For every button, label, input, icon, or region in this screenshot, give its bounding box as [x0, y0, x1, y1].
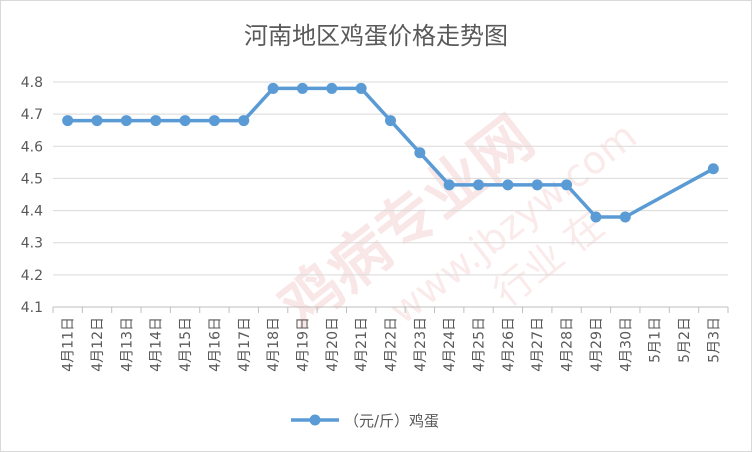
x-tick-label: 4月24日: [442, 317, 458, 372]
data-point: [296, 82, 308, 94]
data-point: [619, 211, 631, 223]
y-tick-label: 4.8: [21, 75, 43, 91]
y-tick-label: 4.1: [21, 300, 43, 316]
x-tick-label: 4月22日: [384, 317, 400, 372]
legend-marker: [309, 414, 321, 426]
x-tick-label: 4月27日: [530, 317, 546, 372]
data-point: [414, 147, 426, 159]
x-tick-label: 4月18日: [266, 317, 282, 372]
x-tick-label: 4月14日: [149, 317, 165, 372]
x-tick-label: 4月21日: [354, 317, 370, 372]
data-point: [561, 179, 573, 191]
y-tick-label: 4.3: [21, 236, 43, 252]
x-axis: 4月11日 4月12日 4月13日 4月14日 4月15日 4月16日 4月17日 4月18日…: [52, 307, 729, 372]
x-tick-label: 4月13日: [119, 317, 135, 372]
x-tick-label: 4月15日: [178, 317, 194, 372]
legend: （元/斤）鸡蛋: [291, 412, 439, 430]
data-point: [62, 115, 74, 127]
data-point: [355, 82, 367, 94]
y-tick-label: 4.7: [21, 107, 43, 123]
x-tick-label: 5月1日: [648, 317, 664, 363]
chart-title: 河南地区鸡蛋价格走势图: [244, 22, 508, 50]
data-point: [238, 115, 250, 127]
x-tick-label: 5月3日: [706, 317, 722, 363]
data-point: [91, 115, 103, 127]
data-point: [179, 115, 191, 127]
y-tick-label: 4.5: [21, 171, 43, 187]
data-point: [707, 163, 719, 175]
x-tick-label: 4月25日: [472, 317, 488, 372]
y-tick-label: 4.2: [21, 268, 43, 284]
x-tick-label: 4月30日: [618, 317, 634, 372]
x-tick-label: 4月11日: [61, 317, 77, 372]
series-egg-price: [62, 82, 719, 223]
x-tick-label: 4月26日: [501, 317, 517, 372]
y-tick-label: 4.4: [21, 204, 43, 220]
x-tick-label: 4月28日: [560, 317, 576, 372]
data-point: [150, 115, 162, 127]
x-tick-label: 4月12日: [90, 317, 106, 372]
y-tick-label: 4.6: [21, 139, 43, 155]
data-point: [208, 115, 220, 127]
data-point: [120, 115, 132, 127]
x-tick-label: 4月17日: [237, 317, 253, 372]
gridlines: [53, 81, 728, 308]
x-tick-label: 4月19日: [295, 317, 311, 372]
x-tick-label: 4月20日: [325, 317, 341, 372]
y-axis: 4.1 4.2 4.3 4.4 4.5 4.6 4.7 4.8: [21, 75, 43, 316]
x-tick-label: 4月29日: [589, 317, 605, 372]
data-point: [531, 179, 543, 191]
data-point: [326, 82, 338, 94]
data-point: [385, 115, 396, 127]
x-tick-label: 4月16日: [207, 317, 223, 372]
legend-label: （元/斤）鸡蛋: [344, 412, 439, 430]
data-point: [473, 179, 485, 191]
data-point: [590, 211, 602, 223]
data-point: [443, 179, 455, 191]
data-point: [267, 82, 279, 94]
x-tick-label: 4月23日: [413, 317, 429, 372]
data-point: [502, 179, 514, 191]
x-tick-label: 5月2日: [677, 317, 693, 363]
